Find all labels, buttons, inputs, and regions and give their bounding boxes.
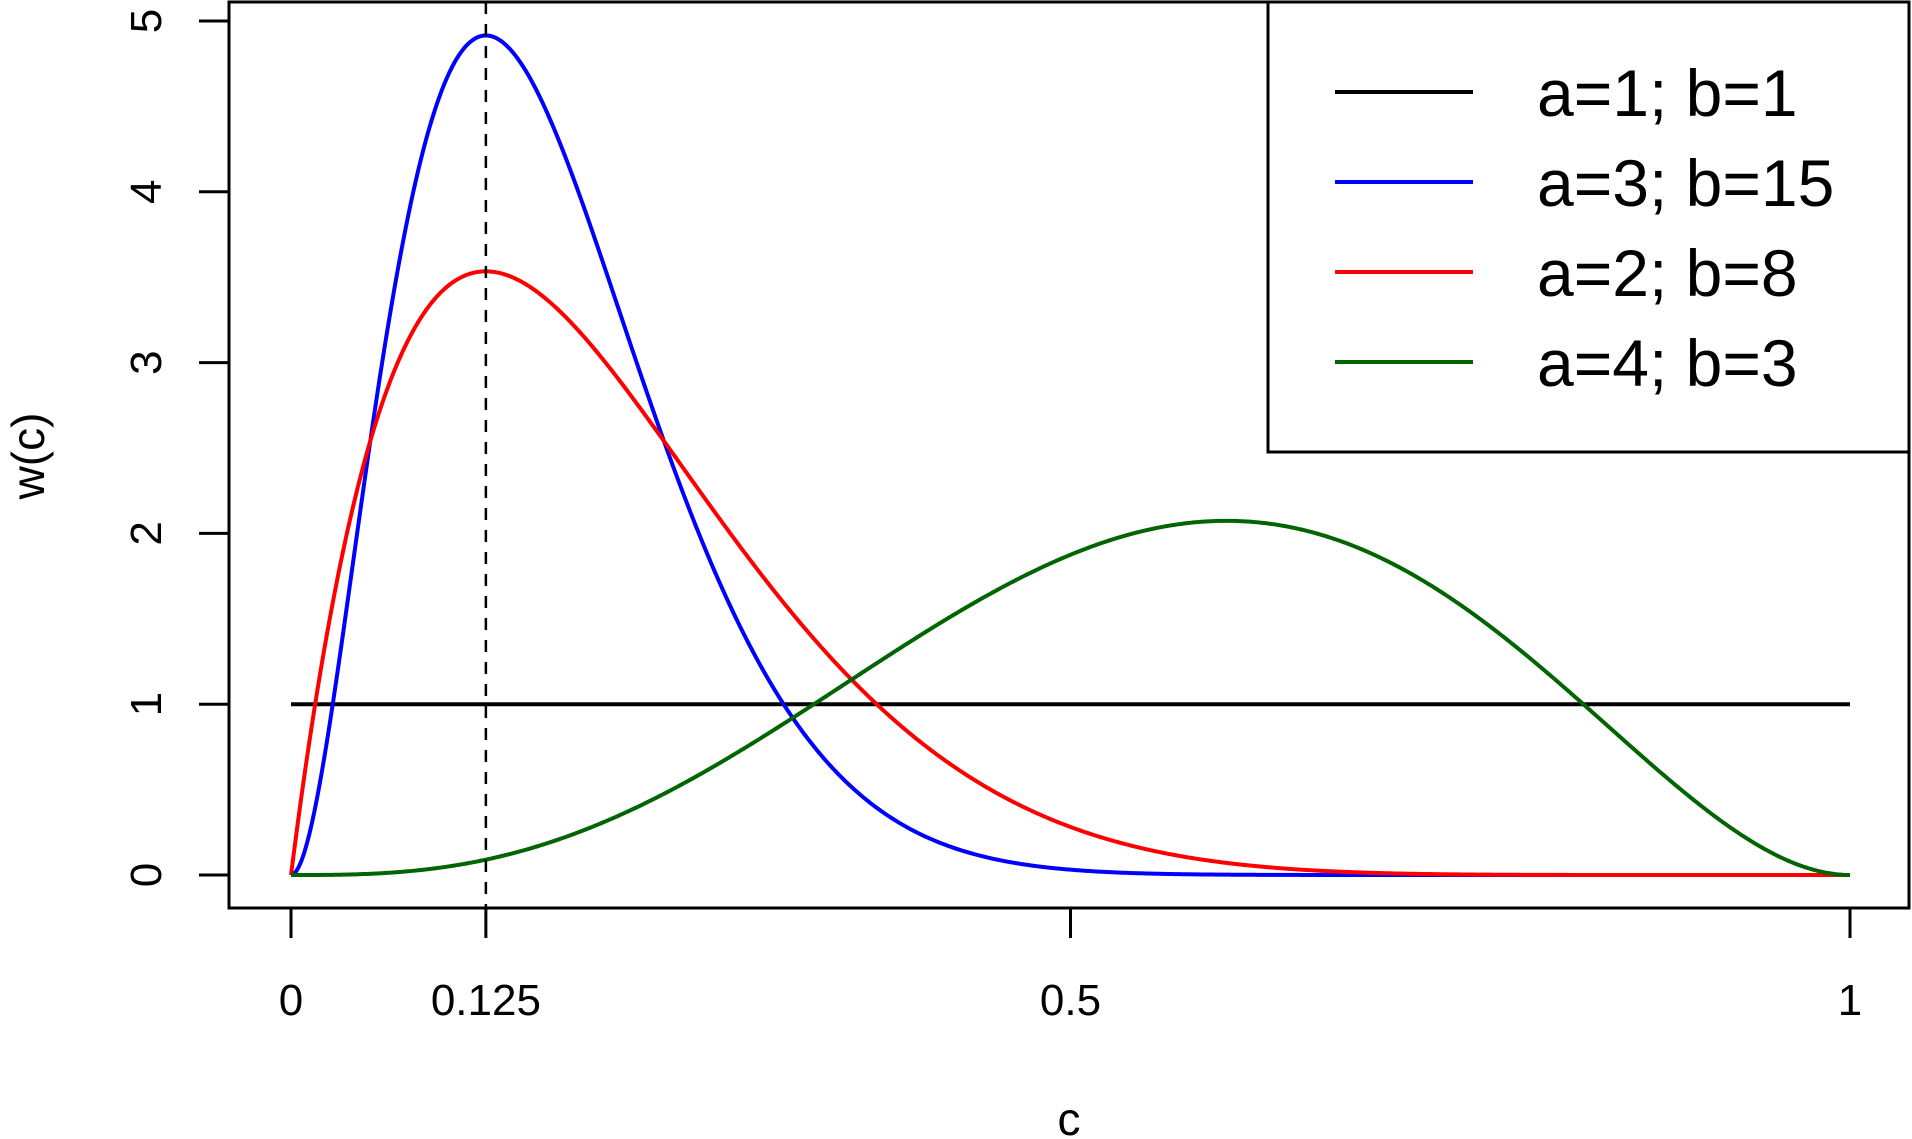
y-axis: 0 1 2 3 4 5 [122,9,231,887]
x-axis: 0 0.125 0.5 1 [279,906,1862,1025]
legend: a=1; b=1 a=3; b=15 a=2; b=8 a=4; b=3 [1266,0,1911,454]
x-axis-label: c [1058,1093,1081,1139]
x-tick-label: 0.125 [431,976,541,1025]
series-curves [289,33,1851,877]
x-tick-label: 0 [279,976,303,1025]
legend-box [1266,0,1911,454]
legend-label: a=1; b=1 [1537,56,1798,130]
legend-label: a=3; b=15 [1537,146,1834,220]
x-tick-label: 1 [1838,976,1862,1025]
legend-label: a=2; b=8 [1537,236,1798,310]
legend-items: a=1; b=1 a=3; b=15 a=2; b=8 a=4; b=3 [1335,56,1834,400]
y-tick-label: 1 [122,692,171,716]
y-tick-label: 5 [122,9,171,33]
x-tick-label: 0.5 [1040,976,1101,1025]
series-line-3 [291,518,1851,877]
series-line-2 [289,269,1850,877]
y-axis-label: w(c) [2,413,54,501]
y-tick-label: 4 [122,180,171,204]
legend-label: a=4; b=3 [1537,326,1798,400]
y-tick-label: 0 [122,863,171,887]
y-tick-label: 3 [122,350,171,374]
y-tick-label: 2 [122,521,171,545]
